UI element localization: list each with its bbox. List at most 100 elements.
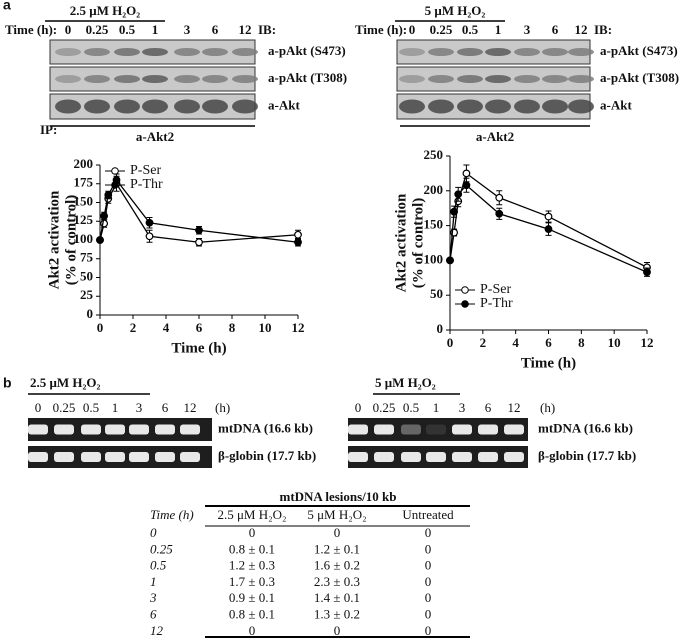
gel-band: [180, 424, 200, 435]
gel-band: [401, 424, 421, 435]
band-label: mtDNA (16.6 kb): [218, 420, 313, 435]
table-cell: 1.7 ± 0.3: [229, 574, 275, 589]
y-tick-label: 25: [80, 287, 94, 302]
blot-band: [232, 48, 258, 56]
gel-band: [452, 452, 472, 462]
y-tick-label: 100: [424, 251, 444, 266]
table-cell: 0: [425, 574, 432, 589]
blot-band: [542, 99, 568, 114]
gel-band: [374, 452, 394, 462]
data-point: [145, 232, 154, 241]
y-tick-label: 50: [430, 286, 443, 301]
data-point: [544, 225, 553, 233]
table-cell: 0.8 ± 0.1: [229, 541, 275, 556]
treatment-label: 2.5 μM H₂O₂: [30, 375, 101, 390]
gel-band: [504, 452, 524, 462]
unit-label: (h): [540, 400, 555, 415]
gel-band: [426, 452, 446, 462]
gel-band: [81, 452, 101, 462]
gel-band: [105, 452, 125, 462]
gel-band: [348, 452, 368, 462]
blot-band: [542, 48, 568, 56]
table-cell: 0: [425, 606, 432, 621]
lane-label: 3: [459, 400, 466, 415]
blot-band: [232, 99, 258, 114]
data-point: [450, 207, 459, 216]
lane-label: 0.25: [86, 22, 109, 37]
blot-band: [232, 75, 258, 83]
blot-band: [55, 75, 81, 83]
table-cell: 0: [425, 623, 432, 638]
blot-band: [114, 48, 140, 56]
blot-band: [84, 75, 110, 83]
gel-band: [28, 452, 48, 462]
table-header: 2.5 μM H₂O₂: [217, 507, 286, 522]
legend-marker: [111, 181, 119, 189]
blot-band: [202, 99, 228, 114]
lane-label: 0.25: [430, 22, 453, 37]
band-label: β-globin (17.7 kb): [538, 448, 636, 463]
blot-band: [114, 75, 140, 83]
lane-label: 0.5: [83, 400, 99, 415]
blot-band: [428, 99, 454, 114]
table-cell: 0: [249, 623, 256, 638]
y-tick-label: 150: [424, 217, 444, 232]
lane-label: 12: [508, 400, 521, 415]
y-tick-label: 50: [80, 268, 93, 283]
y-tick-label: 150: [74, 193, 94, 208]
y-tick-label: 200: [74, 156, 94, 171]
lane-label: 3: [136, 400, 143, 415]
table-cell: 3: [149, 590, 157, 605]
table-cell: 0.8 ± 0.1: [229, 606, 275, 621]
legend-label: P-Ser: [130, 163, 161, 178]
lane-label: 1: [433, 400, 440, 415]
y-tick-label: 100: [74, 231, 94, 246]
data-point: [544, 212, 553, 221]
legend-label: P-Thr: [480, 296, 513, 311]
lane-label: 0.5: [462, 22, 479, 37]
blot-band: [174, 75, 200, 83]
blot-band: [142, 99, 168, 114]
table-cell: 12: [150, 623, 164, 638]
data-point: [294, 230, 302, 239]
lane-label: 0: [355, 400, 362, 415]
blot-band: [84, 99, 110, 114]
table-header: 5 μM H₂O₂: [307, 507, 366, 522]
gel-band: [105, 424, 125, 435]
y-axis-label: (% of control): [410, 198, 426, 289]
blot-band: [457, 48, 483, 56]
blot-band: [428, 75, 454, 83]
lane-label: 6: [552, 22, 559, 37]
y-axis-label: (% of control): [63, 195, 79, 286]
data-point: [100, 212, 109, 220]
lane-label: 0.5: [403, 400, 419, 415]
y-tick-label: 200: [424, 182, 444, 197]
gel-band: [478, 452, 498, 462]
x-tick-label: 8: [578, 335, 585, 350]
data-point: [96, 236, 104, 244]
band-label: mtDNA (16.6 kb): [538, 420, 633, 435]
lane-label: 3: [524, 22, 531, 37]
lane-label: 6: [485, 400, 492, 415]
x-axis-label: Time (h): [521, 355, 576, 371]
data-point: [104, 191, 113, 199]
table-cell: 0.25: [150, 541, 173, 556]
ip-antibody: a-Akt2: [476, 129, 514, 144]
blot-band: [485, 48, 511, 56]
y-tick-label: 0: [437, 321, 444, 336]
blot-band: [84, 48, 110, 56]
blot-band: [399, 99, 425, 114]
table-header: Untreated: [402, 507, 454, 522]
data-point: [195, 238, 203, 247]
x-tick-label: 10: [608, 335, 621, 350]
lane-label: 1: [495, 22, 502, 37]
table-cell: 0: [425, 525, 432, 540]
lane-label: 3: [184, 22, 191, 37]
blot-band: [485, 75, 511, 83]
x-tick-label: 12: [641, 335, 654, 350]
lane-label: 1: [152, 22, 159, 37]
legend-marker: [111, 167, 119, 175]
blot-band: [457, 75, 483, 83]
antibody-label: a-pAkt (T308): [600, 70, 679, 85]
table-cell: 0: [249, 525, 256, 540]
